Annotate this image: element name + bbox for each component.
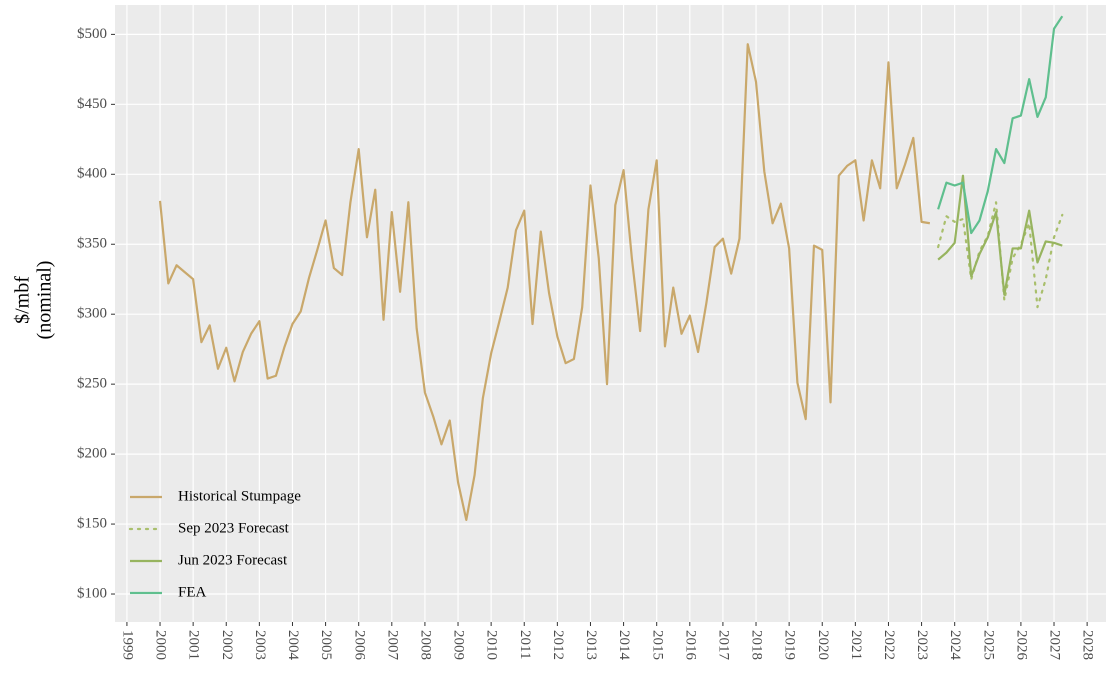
y-tick-label: $200 xyxy=(77,446,107,462)
x-tick-label: 2018 xyxy=(749,630,765,660)
x-tick-label: 2017 xyxy=(715,630,731,661)
x-tick-label: 2028 xyxy=(1080,630,1096,660)
y-tick-label: $450 xyxy=(77,96,107,112)
y-tick-label: $150 xyxy=(77,516,107,532)
series-line xyxy=(937,174,1063,296)
x-tick-label: 2024 xyxy=(947,630,963,661)
legend-label: Sep 2023 Forecast xyxy=(178,520,290,536)
y-tick-label: $350 xyxy=(77,236,107,252)
y-tick-label: $400 xyxy=(77,166,107,182)
x-tick-label: 2002 xyxy=(219,630,235,660)
x-tick-label: 2012 xyxy=(550,630,566,660)
series-line xyxy=(158,43,931,521)
x-tick-label: 2026 xyxy=(1013,630,1029,661)
legend-label: Jun 2023 Forecast xyxy=(178,552,288,568)
series-line xyxy=(937,15,1064,235)
x-tick-label: 2010 xyxy=(484,630,500,660)
x-tick-label: 2014 xyxy=(616,630,632,661)
x-tick-label: 2001 xyxy=(186,630,202,660)
legend-label: Historical Stumpage xyxy=(178,488,301,504)
x-tick-label: 2025 xyxy=(980,630,996,660)
x-tick-label: 2013 xyxy=(583,630,599,660)
x-tick-label: 2021 xyxy=(848,630,864,660)
legend-label: FEA xyxy=(178,584,207,600)
y-tick-label: $100 xyxy=(77,585,107,601)
x-tick-label: 2005 xyxy=(318,630,334,660)
x-tick-label: 2020 xyxy=(815,630,831,660)
y-axis-title: $/mbf xyxy=(12,276,34,324)
x-tick-label: 2016 xyxy=(682,630,698,661)
x-tick-label: 2027 xyxy=(1047,630,1063,661)
x-tick-label: 2022 xyxy=(881,630,897,660)
x-tick-label: 2023 xyxy=(914,630,930,660)
y-axis-title: (nominal) xyxy=(34,261,56,340)
x-tick-label: 2003 xyxy=(252,630,268,660)
x-tick-label: 2019 xyxy=(782,630,798,660)
y-tick-label: $500 xyxy=(77,26,107,42)
y-tick-label: $300 xyxy=(77,306,107,322)
x-tick-label: 1999 xyxy=(119,630,135,660)
x-tick-label: 2007 xyxy=(384,630,400,661)
x-tick-label: 2015 xyxy=(649,630,665,660)
y-tick-label: $250 xyxy=(77,376,107,392)
x-tick-label: 2006 xyxy=(351,630,367,661)
x-tick-label: 2011 xyxy=(517,630,533,659)
x-tick-label: 2009 xyxy=(451,630,467,660)
x-tick-label: 2008 xyxy=(417,630,433,660)
x-tick-label: 2004 xyxy=(285,630,301,661)
x-tick-label: 2000 xyxy=(153,630,169,660)
